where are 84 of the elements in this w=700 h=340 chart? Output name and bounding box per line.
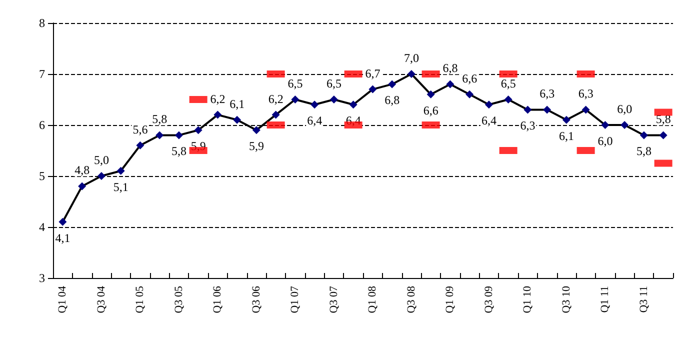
data-label: 6,4 [481,114,496,128]
y-tick-label: 5 [39,169,45,183]
x-tick-label: Q3 06 [250,286,262,314]
x-tick-label: Q1 10 [522,286,534,314]
point [659,131,668,140]
point [543,106,552,114]
x-tick-label: Q3 07 [328,286,340,314]
x-tick-label: Q3 10 [560,286,572,314]
data-label: 6,3 [540,86,555,101]
x-tick-label: Q3 09 [482,286,495,314]
x-tick-label: Q1 04 [56,286,69,314]
data-label: 6,0 [617,102,632,116]
point [174,131,183,140]
x-tick-label: Q1 07 [289,286,302,314]
data-label: 4,1 [55,230,70,245]
point [97,172,106,180]
point [466,90,474,98]
y-tick-label: 8 [39,16,45,30]
data-label: 6,6 [423,103,438,118]
point [233,116,242,124]
x-tick-label: Q3 05 [172,286,185,314]
data-label: 6,4 [307,114,322,128]
data-label: 6,5 [500,76,516,90]
data-label: 5,8 [152,112,168,126]
data-label: 6,8 [442,61,458,76]
data-label: 6,2 [210,92,226,106]
data-label: 5,8 [656,112,671,126]
point [310,100,319,109]
point [291,96,300,104]
data-label: 5,1 [113,180,128,194]
point [194,126,202,134]
data-label: 6,1 [230,96,245,111]
y-tick-label: 7 [39,67,45,81]
point [524,106,532,114]
point [407,70,416,78]
y-tick-label: 6 [39,118,45,132]
data-label: 5,6 [132,122,148,136]
data-label: 6,5 [288,76,303,90]
x-tick-label: Q3 08 [405,286,418,314]
point [116,166,125,175]
x-tick-label: Q1 05 [134,286,146,314]
point [484,100,493,109]
point [349,100,358,109]
data-label: 6,7 [365,66,380,80]
data-label: 6,5 [326,76,342,90]
point [562,116,570,124]
point [640,131,648,140]
point [272,110,280,119]
point [620,121,629,129]
point [252,126,260,134]
data-label: 7,0 [404,51,419,65]
point [136,141,144,150]
data-label: 4,8 [74,163,90,178]
x-tick-label: Q1 09 [444,286,456,314]
point [426,90,435,98]
data-label: 6,1 [558,128,574,143]
data-label: 6,3 [578,86,594,101]
y-tick-label: 4 [39,220,45,234]
data-label: 6,3 [520,118,536,133]
data-label: 5,8 [171,144,186,158]
point [78,182,86,190]
y-tick-label: 3 [39,271,45,285]
data-label: 6,8 [384,93,400,108]
x-tick-label: Q3 11 [638,286,650,313]
data-label: 5,9 [248,139,264,154]
x-tick-label: Q3 04 [95,286,108,314]
point [330,96,338,104]
data-label: 6,6 [462,71,478,86]
point [446,80,454,88]
data-label: 6,2 [268,92,284,106]
point [388,80,396,88]
x-tick-label: Q1 11 [599,286,612,313]
point [582,106,590,114]
point [156,131,164,140]
x-tick-label: Q1 08 [366,286,379,314]
data-label: 5,8 [636,144,652,158]
data-label: 5,0 [94,153,109,167]
point [504,96,512,104]
point [368,85,377,94]
data-label: 6,0 [598,134,613,148]
point [601,121,610,129]
point [58,218,67,226]
x-tick-label: Q1 06 [212,286,224,314]
point [214,110,222,119]
